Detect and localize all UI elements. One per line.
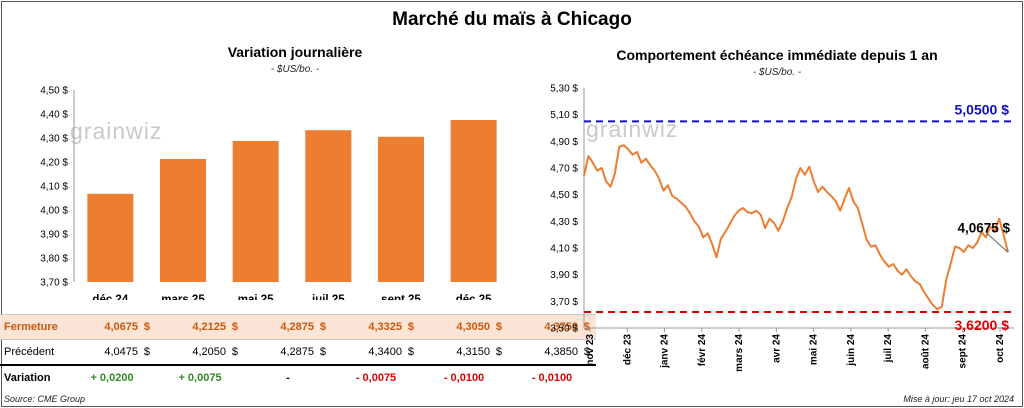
table-cell: 4,2050 [156, 339, 226, 366]
x-tick-label: mars 25 [161, 294, 205, 300]
table-cell: 4,3850 [508, 339, 578, 366]
y-tick-label: 4,30 $ [40, 134, 68, 145]
table-cell: 4,3325 [332, 314, 402, 340]
y-tick-label: 4,50 $ [40, 86, 68, 97]
max-label: 5,0500 $ [955, 101, 1010, 117]
variation-cell: - 0,0100 [531, 372, 573, 384]
currency-cell: $ [138, 314, 156, 340]
currency-cell: $ [226, 314, 244, 340]
y-tick-label: 3,90 $ [40, 230, 68, 241]
bar-chart-title: Variation journalière [227, 44, 363, 60]
row-label: Variation [4, 372, 51, 384]
variation-cell: + 0,0075 [178, 372, 222, 384]
line-chart: 3,50 $ 3,70 $ 3,90 $ 4,10 $ 4,30 $ 4,50 $ 4,70… [550, 84, 1014, 372]
variation-cell: + 0,0200 [90, 372, 134, 384]
x-tick-label: juin 24 [846, 334, 857, 367]
variation-cell: - 0,0075 [355, 372, 397, 384]
variation-cell: - [286, 372, 290, 384]
price-line [583, 144, 1009, 311]
bar-watermark: grainwiz [70, 118, 163, 144]
y-tick-label: 4,10 $ [550, 244, 578, 255]
currency-cell: $ [490, 339, 508, 366]
y-tick-label: 5,30 $ [550, 84, 578, 95]
y-tick-label: 4,70 $ [550, 164, 578, 175]
y-tick-label: 4,90 $ [550, 137, 578, 148]
currency-cell: $ [578, 339, 596, 366]
quote-table: Fermeture 4,0675 $4,2125 $4,2875 $4,3325 $4,3… [0, 290, 596, 390]
source-note: Source: CME Group [4, 394, 86, 404]
x-tick-label: févr 24 [697, 334, 708, 367]
bar [232, 141, 279, 282]
y-tick-label: 5,10 $ [550, 110, 578, 121]
last-value-leader [985, 231, 1009, 253]
table-cell: 4,2125 [156, 314, 226, 340]
x-tick-label: janv 24 [660, 334, 671, 369]
currency-cell: $ [402, 339, 420, 366]
bar-chart-unit: - $US/bo. - [270, 64, 320, 75]
row-label: Fermeture [0, 314, 68, 340]
table-row-previous: Précédent 4,0475 $4,2050 $4,2875 $4,3400 $4,3… [0, 339, 596, 366]
x-tick-label: mai 24 [809, 334, 820, 366]
y-tick-label: 3,50 $ [550, 324, 578, 335]
table-cell: 4,0475 [68, 339, 138, 366]
x-tick-label: oct 24 [995, 334, 1006, 363]
x-tick-label: mai 25 [238, 294, 274, 300]
bar [160, 159, 206, 282]
table-cell: 4,0675 [68, 314, 138, 340]
bar [450, 120, 497, 282]
table-cell: 4,3150 [420, 339, 490, 366]
y-tick-label: 3,70 $ [550, 297, 578, 308]
table-row-variation: Variation + 0,0200 + 0,0075 - - 0,0075 - 0,01… [0, 365, 596, 390]
table-cell: 4,3750 [508, 314, 578, 340]
main-title: Marché du maïs à Chicago [392, 9, 632, 30]
y-tick-label: 4,10 $ [40, 182, 68, 193]
y-tick-label: 3,80 $ [40, 254, 68, 265]
min-label: 3,6200 $ [955, 317, 1010, 333]
currency-cell: $ [490, 314, 508, 340]
y-tick-label: 4,20 $ [40, 158, 68, 169]
update-note: Mise à jour: jeu 17 oct 2024 [903, 394, 1014, 404]
y-tick-label: 4,00 $ [40, 206, 68, 217]
bar [87, 193, 134, 282]
y-tick-label: 3,70 $ [40, 278, 68, 289]
currency-cell: $ [402, 314, 420, 340]
row-label: Précédent [0, 339, 68, 366]
y-tick-label: 4,40 $ [40, 110, 68, 121]
x-tick-label: juil 25 [311, 294, 345, 300]
x-tick-label: juil 24 [883, 334, 894, 364]
bar [305, 130, 352, 282]
x-tick-label: mars 24 [734, 334, 745, 372]
last-value-label: 4,0675 $ [957, 220, 1010, 235]
table-cell: 4,3050 [420, 314, 490, 340]
currency-cell: $ [314, 339, 332, 366]
x-tick-label: sept 25 [381, 294, 421, 300]
bar-chart: 3,70 $ 3,80 $ 3,90 $ 4,00 $ 4,10 $ 4,20 $ 4,30… [40, 86, 497, 300]
table-cell: 4,3400 [332, 339, 402, 366]
bar [378, 136, 424, 282]
x-tick-label: déc 23 [622, 334, 633, 366]
x-tick-label: sept 24 [958, 334, 969, 369]
table-row-close: Fermeture 4,0675 $4,2125 $4,2875 $4,3325 $4,3… [0, 314, 596, 340]
currency-cell: $ [138, 339, 156, 366]
line-chart-unit: - $US/bo. - [752, 67, 802, 78]
x-tick-label: août 24 [920, 334, 931, 369]
y-tick-label: 3,90 $ [550, 270, 578, 281]
currency-cell: $ [226, 339, 244, 366]
currency-cell: $ [314, 314, 332, 340]
variation-cell: - 0,0100 [443, 372, 485, 384]
x-tick-label: avr 24 [771, 334, 782, 363]
table-cell: 4,2875 [244, 314, 314, 340]
x-tick-label: déc 25 [456, 294, 492, 300]
table-cell: 4,2875 [244, 339, 314, 366]
y-tick-label: 4,30 $ [550, 217, 578, 228]
y-tick-label: 4,50 $ [550, 190, 578, 201]
currency-cell: $ [578, 314, 596, 340]
x-tick-label: déc 24 [92, 294, 128, 300]
line-chart-title: Comportement échéance immédiate depuis 1… [616, 47, 938, 63]
x-tick-label: nov 23 [585, 334, 596, 366]
